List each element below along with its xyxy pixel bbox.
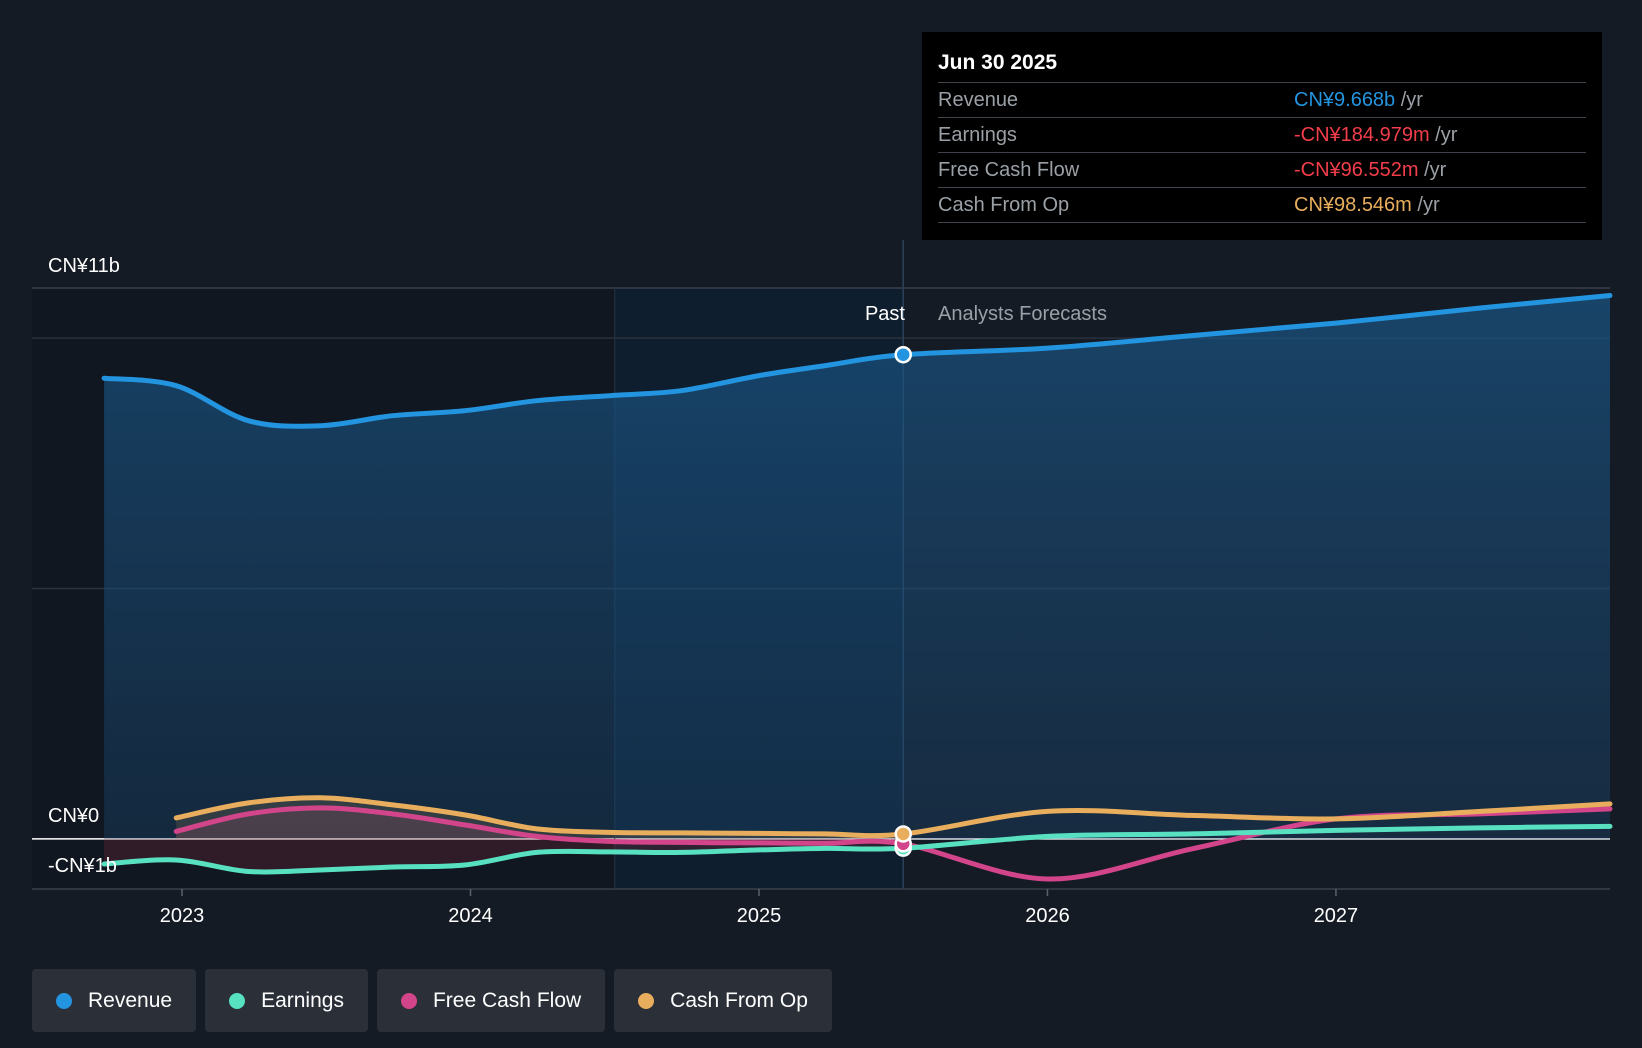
- legend-label: Revenue: [88, 988, 173, 1012]
- tooltip-row-cash-from-op: Cash From Op CN¥98.546m /yr: [938, 188, 1586, 223]
- tooltip-row-label: Revenue: [938, 89, 1019, 111]
- legend-label: Cash From Op: [670, 988, 808, 1012]
- tooltip-value-number: -CN¥184.979m: [1294, 124, 1430, 146]
- x-tick-label-2026: 2026: [1025, 905, 1070, 927]
- data-tooltip: Jun 30 2025 Revenue CN¥9.668b /yr Earnings…: [922, 32, 1602, 240]
- cash-from-op-marker: [894, 825, 912, 843]
- revenue-marker: [894, 345, 912, 364]
- legend-dot-icon: [638, 992, 655, 1009]
- y-axis-zero-label: CN¥0: [48, 805, 99, 827]
- tooltip-value-unit: /yr: [1418, 159, 1447, 181]
- cash-from-op-line: [173, 795, 1613, 839]
- revenue-line: [101, 293, 1613, 429]
- legend-dot-icon: [56, 992, 72, 1009]
- free-cash-flow-area: [176, 807, 904, 844]
- tooltip-row-label: Cash From Op: [938, 194, 1070, 216]
- tooltip-value-number: CN¥98.546m: [1294, 194, 1412, 216]
- x-tick-label-2027: 2027: [1314, 905, 1359, 927]
- tooltip-row-value: CN¥98.546m /yr: [1294, 188, 1440, 222]
- legend-item-revenue[interactable]: Revenue: [32, 969, 197, 1032]
- tooltip-date: Jun 30 2025: [938, 46, 1586, 83]
- revenue-area: [104, 295, 1611, 839]
- legend-item-cash-from-op[interactable]: Cash From Op: [614, 969, 832, 1032]
- legend-item-free-cash-flow[interactable]: Free Cash Flow: [376, 969, 606, 1032]
- legend-label: Free Cash Flow: [432, 988, 582, 1012]
- earnings-line: [101, 823, 1613, 875]
- legend-item-earnings[interactable]: Earnings: [205, 969, 368, 1032]
- forecast-label: Analysts Forecasts: [938, 303, 1107, 325]
- tooltip-value-unit: /yr: [1411, 194, 1440, 216]
- x-tick-label-2023: 2023: [160, 905, 205, 927]
- tooltip-value-number: -CN¥96.552m: [1294, 159, 1419, 181]
- chart-legend: Revenue Earnings Free Cash Flow Cash From O…: [32, 969, 832, 1032]
- legend-dot-icon: [400, 992, 417, 1009]
- tooltip-value-number: CN¥9.668b: [1294, 89, 1396, 111]
- tooltip-row-revenue: Revenue CN¥9.668b /yr: [938, 83, 1586, 118]
- tooltip-row-value: CN¥9.668b /yr: [1294, 83, 1423, 117]
- tooltip-row-value: -CN¥184.979m /yr: [1294, 118, 1457, 152]
- tooltip-value-unit: /yr: [1429, 124, 1458, 146]
- x-tick-label-2025: 2025: [737, 905, 782, 927]
- legend-dot-icon: [229, 992, 246, 1009]
- legend-label: Earnings: [261, 988, 344, 1012]
- tooltip-row-label: Free Cash Flow: [938, 159, 1080, 181]
- tooltip-row-earnings: Earnings -CN¥184.979m /yr: [938, 118, 1586, 153]
- tooltip-row-free-cash-flow: Free Cash Flow -CN¥96.552m /yr: [938, 153, 1586, 188]
- past-label: Past: [865, 303, 905, 325]
- tooltip-row-label: Earnings: [938, 124, 1017, 146]
- tooltip-value-unit: /yr: [1395, 89, 1423, 111]
- y-axis-top-label: CN¥11b: [48, 255, 120, 277]
- y-axis-bottom-label: -CN¥1b: [48, 855, 117, 877]
- tooltip-row-value: -CN¥96.552m /yr: [1294, 153, 1446, 187]
- x-tick-label-2024: 2024: [448, 905, 493, 927]
